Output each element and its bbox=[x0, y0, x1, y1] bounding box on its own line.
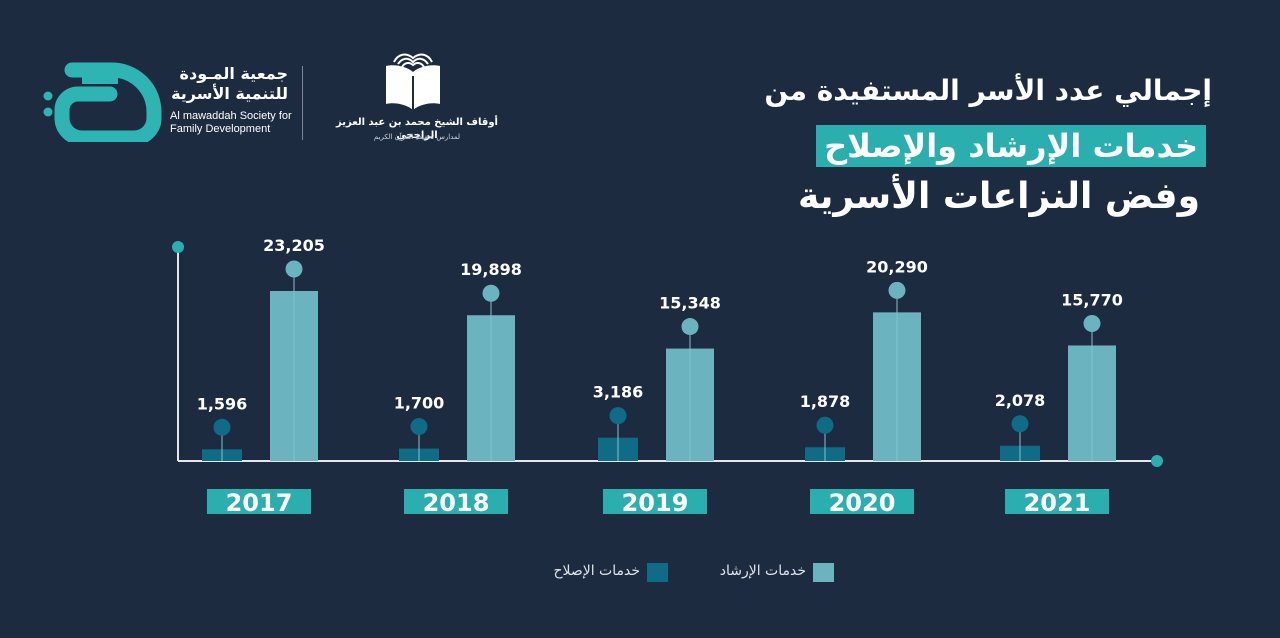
bar-irshad-dot-2021 bbox=[1083, 314, 1101, 332]
value-label-islah-2020: 1,878 bbox=[800, 392, 851, 411]
org1-name-ar-line2: للتنمية الأسرية bbox=[171, 84, 288, 103]
year-box-2021 bbox=[1005, 489, 1109, 514]
value-label-irshad-2018: 19,898 bbox=[460, 260, 522, 279]
bar-islah-dot-2017 bbox=[213, 418, 231, 436]
x-axis-end-dot bbox=[1151, 455, 1163, 467]
bar-islah-dot-2018 bbox=[410, 418, 428, 436]
bar-irshad-dot-2018 bbox=[482, 284, 500, 302]
bar-irshad-dot-2017 bbox=[285, 260, 303, 278]
bar-islah-dot-2020 bbox=[816, 416, 834, 434]
legend-label-irshad: خدمات الإرشاد bbox=[719, 563, 806, 579]
year-box-2020 bbox=[810, 489, 914, 514]
mawaddah-logo-mark-icon bbox=[43, 62, 162, 142]
org1-name-en-line2: Family Development bbox=[170, 123, 271, 135]
year-box-2019 bbox=[603, 489, 707, 514]
org2-name: أوقاف الشيخ محمد بن عبد العزيز الراجحي bbox=[336, 117, 498, 141]
year-box-2017 bbox=[207, 489, 311, 514]
org1-name-en-line1: Al mawaddah Society for bbox=[170, 110, 292, 122]
value-label-irshad-2020: 20,290 bbox=[866, 257, 928, 276]
mawaddah-logo: جمعية المـودة للتنمية الأسرية Al mawadda… bbox=[42, 62, 292, 142]
legend-item-islah: خدمات الإصلاح bbox=[540, 562, 670, 584]
bar-irshad-dot-2019 bbox=[681, 318, 699, 336]
x-tick-label-2021: 2021 bbox=[1024, 489, 1091, 517]
open-book-icon bbox=[386, 53, 440, 110]
chart-legend: خدمات الإرشاد خدمات الإصلاح bbox=[540, 562, 840, 584]
logo-divider bbox=[302, 66, 303, 140]
x-tick-label-2018: 2018 bbox=[423, 489, 490, 517]
value-label-irshad-2021: 15,770 bbox=[1061, 290, 1123, 309]
x-tick-label-2019: 2019 bbox=[622, 489, 689, 517]
y-axis-end-dot bbox=[172, 241, 184, 253]
org1-name-en: Al mawaddah Society for Family Developme… bbox=[170, 110, 310, 136]
rajhi-awqaf-logo: أوقاف الشيخ محمد بن عبد العزيز الراجحي ل… bbox=[322, 52, 512, 147]
bar-islah-dot-2019 bbox=[609, 407, 627, 425]
legend-item-irshad: خدمات الإرشاد bbox=[708, 562, 838, 584]
value-label-irshad-2019: 15,348 bbox=[659, 294, 721, 313]
chart-title-line3: وفض النزاعات الأسرية bbox=[798, 176, 1200, 217]
org2-subtitle: لمدارس تحفيظ القرآن الكريم bbox=[373, 133, 461, 141]
legend-swatch-irshad bbox=[813, 563, 834, 582]
x-tick-label-2020: 2020 bbox=[829, 489, 896, 517]
value-label-islah-2018: 1,700 bbox=[394, 394, 445, 413]
org1-name-ar-line1: جمعية المـودة bbox=[179, 64, 288, 83]
value-label-islah-2019: 3,186 bbox=[593, 383, 644, 402]
value-label-islah-2021: 2,078 bbox=[995, 391, 1046, 410]
x-tick-label-2017: 2017 bbox=[226, 489, 293, 517]
bar-irshad-dot-2020 bbox=[888, 281, 906, 299]
chart-title-line1: إجمالي عدد الأسر المستفيدة من bbox=[764, 74, 1212, 107]
bar-islah-dot-2021 bbox=[1011, 415, 1029, 433]
chart-title-highlight: خدمات الإرشاد والإصلاح bbox=[816, 125, 1206, 167]
org1-name-ar: جمعية المـودة للتنمية الأسرية bbox=[168, 64, 288, 104]
value-label-irshad-2017: 23,205 bbox=[263, 236, 325, 255]
year-box-2018 bbox=[404, 489, 508, 514]
legend-label-islah: خدمات الإصلاح bbox=[553, 563, 640, 579]
value-label-islah-2017: 1,596 bbox=[197, 394, 248, 413]
legend-swatch-islah bbox=[647, 563, 668, 582]
